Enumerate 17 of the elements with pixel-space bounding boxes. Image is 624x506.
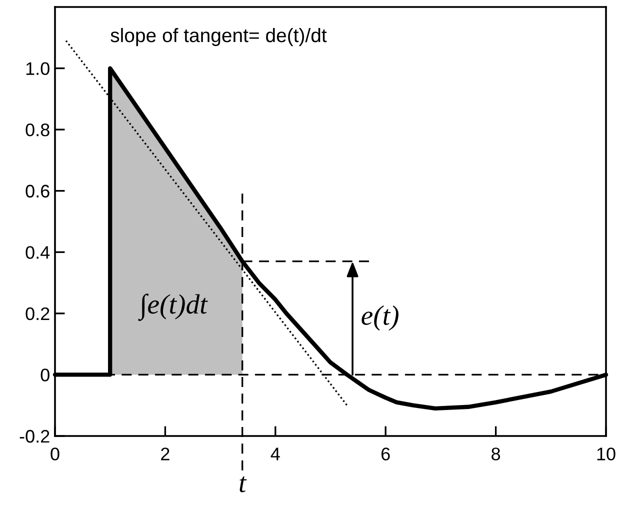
- x-tick-label: 0: [50, 448, 60, 460]
- x-tick-label: 2: [161, 448, 170, 460]
- x-tick-label: 4: [270, 448, 280, 460]
- y-tick-label: -0.2: [20, 430, 50, 443]
- x-tick-label: 8: [492, 448, 500, 460]
- y-tick-label: 0.6: [26, 184, 50, 198]
- y-tick-label: 0.4: [26, 246, 50, 259]
- x-tick-label: 6: [381, 448, 390, 460]
- ref-line-label: t: [240, 476, 247, 492]
- y-tick-label: 1.0: [26, 62, 50, 76]
- annotation: ∫e(t)dt: [138, 294, 208, 321]
- y-tick-label: 0.8: [26, 124, 50, 136]
- annotation: e(t): [362, 305, 398, 331]
- annotation: slope of tangent= de(t)/dt: [110, 28, 327, 46]
- y-tick-label: 0: [40, 368, 50, 382]
- x-tick-label: 10: [597, 448, 616, 460]
- y-tick-label: 0.2: [26, 307, 50, 320]
